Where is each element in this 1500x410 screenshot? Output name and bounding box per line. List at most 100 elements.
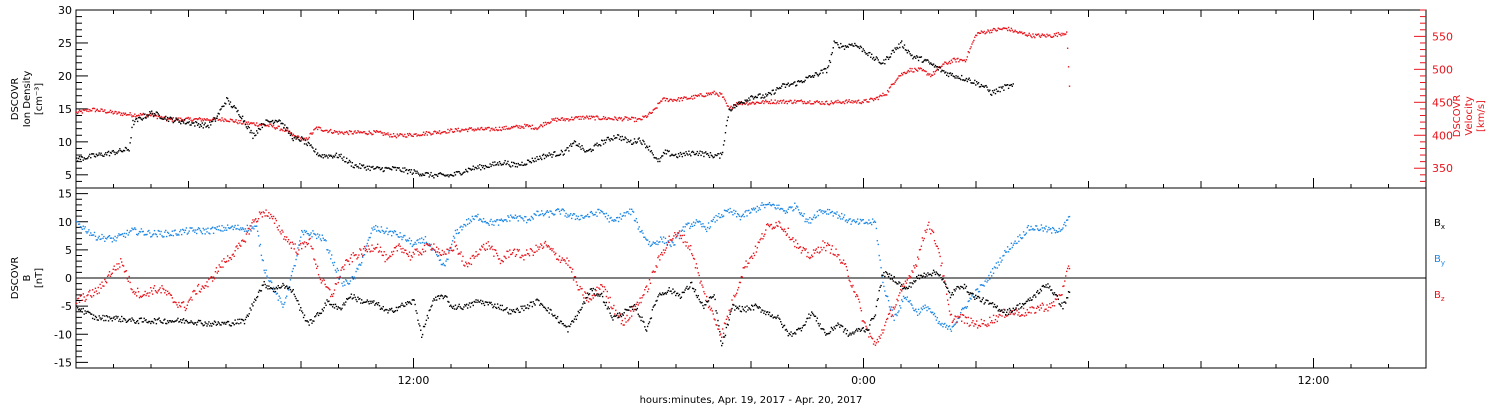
data-point (524, 215, 526, 218)
data-point (526, 124, 529, 126)
data-point (222, 321, 224, 324)
data-point (994, 267, 997, 269)
data-point (748, 209, 750, 212)
data-point (1067, 216, 1070, 218)
data-point (511, 217, 514, 219)
data-point (721, 328, 724, 330)
data-point (633, 138, 636, 140)
data-point (76, 307, 79, 309)
data-point (444, 265, 446, 267)
data-point (387, 167, 389, 169)
data-point (331, 306, 334, 308)
data-point (983, 30, 985, 33)
data-point (852, 219, 854, 222)
data-point (160, 115, 162, 118)
data-point (256, 296, 258, 299)
data-point (527, 125, 530, 128)
data-point (802, 215, 804, 217)
data-point (871, 58, 874, 60)
data-point (784, 212, 787, 214)
data-point (243, 120, 246, 122)
data-point (982, 323, 984, 325)
data-point (884, 324, 886, 327)
data-point (354, 296, 356, 299)
data-point (523, 164, 525, 166)
data-point (1051, 226, 1054, 229)
data-point (685, 223, 687, 225)
data-point (340, 308, 342, 311)
data-point (317, 155, 320, 157)
data-point (431, 175, 433, 177)
velocity-tick-label: 350 (1432, 162, 1453, 175)
data-point (890, 83, 893, 86)
data-point (148, 114, 150, 117)
data-point (485, 222, 488, 224)
data-point (931, 311, 934, 313)
data-point (481, 300, 484, 302)
data-point (957, 315, 959, 318)
data-point (321, 234, 324, 236)
data-point (703, 95, 705, 98)
data-point (442, 262, 444, 265)
data-point (346, 162, 349, 164)
data-point (639, 316, 641, 318)
data-point (664, 99, 667, 102)
data-point (76, 160, 79, 162)
data-point (1018, 240, 1020, 243)
data-point (956, 77, 958, 79)
data-point (395, 136, 398, 139)
data-point (215, 267, 218, 269)
data-point (376, 130, 379, 133)
data-point (457, 253, 459, 255)
data-point (274, 217, 277, 220)
data-point (945, 326, 947, 328)
data-point (924, 304, 926, 306)
data-point (457, 170, 459, 173)
data-point (104, 315, 106, 317)
data-point (102, 110, 104, 112)
data-point (790, 100, 792, 102)
data-point (698, 152, 700, 155)
data-point (449, 247, 451, 249)
data-point (119, 111, 121, 114)
data-point (460, 225, 462, 228)
data-point (695, 263, 698, 265)
data-point (201, 323, 204, 325)
data-point (111, 241, 114, 243)
data-point (356, 132, 358, 134)
data-point (376, 166, 378, 168)
data-point (136, 233, 138, 236)
data-point (182, 229, 185, 231)
data-point (393, 230, 396, 232)
data-point (527, 219, 530, 221)
data-point (390, 133, 392, 136)
data-point (412, 299, 414, 301)
data-point (1051, 36, 1054, 38)
data-point (278, 286, 280, 289)
data-point (319, 127, 322, 129)
data-point (962, 79, 965, 81)
data-point (990, 93, 992, 96)
data-point (576, 217, 579, 220)
data-point (635, 309, 638, 311)
data-point (227, 260, 230, 262)
data-point (918, 56, 921, 58)
data-point (275, 120, 278, 122)
data-point (984, 32, 986, 35)
data-point (1045, 36, 1047, 38)
velocity-ylabel-line3: [km/s] (1476, 100, 1487, 132)
data-point (926, 74, 928, 76)
data-point (576, 144, 579, 146)
data-point (251, 222, 253, 224)
data-point (775, 221, 777, 224)
data-point (136, 295, 138, 297)
data-point (681, 234, 684, 237)
data-point (844, 263, 847, 265)
data-point (320, 156, 323, 158)
data-point (212, 323, 215, 325)
data-point (968, 325, 970, 327)
data-point (144, 319, 146, 322)
data-point (503, 126, 505, 128)
data-point (370, 302, 372, 305)
data-point (561, 257, 564, 259)
